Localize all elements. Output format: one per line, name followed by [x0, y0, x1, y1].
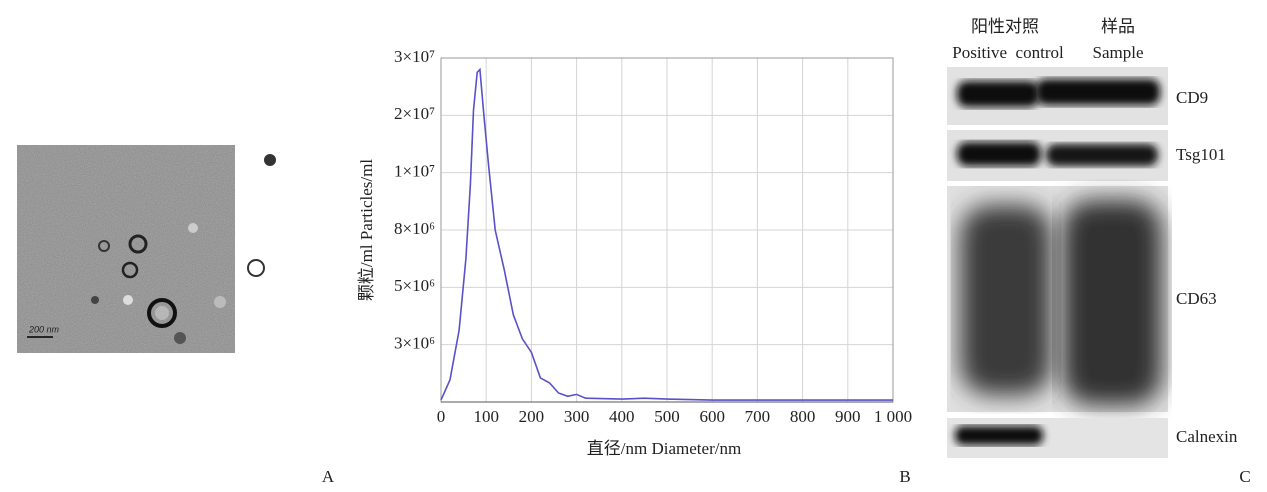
y-tick-label: 3×10⁷ — [394, 47, 435, 66]
band-label: CD9 — [1176, 88, 1208, 107]
column-label: 阳性对照 — [971, 17, 1039, 36]
column-label: Sample — [1093, 43, 1144, 62]
band-label: Calnexin — [1176, 427, 1238, 446]
column-label: 样品 — [1101, 17, 1135, 36]
data-line — [440, 67, 893, 401]
band-label: CD63 — [1176, 289, 1217, 308]
y-tick-label: 2×10⁷ — [394, 104, 435, 123]
x-axis-label: 直径/nm Diameter/nm — [587, 439, 741, 458]
x-tick-label: 800 — [790, 407, 816, 426]
panel-label: B — [899, 467, 910, 486]
x-tick-label: 500 — [654, 407, 680, 426]
x-tick-label: 300 — [564, 407, 590, 426]
x-tick-label: 400 — [609, 407, 635, 426]
x-tick-label: 100 — [473, 407, 499, 426]
band-label: Tsg101 — [1176, 145, 1226, 164]
y-tick-label: 3×10⁶ — [394, 334, 435, 353]
y-tick-label: 8×10⁶ — [394, 219, 435, 238]
x-tick-label: 0 — [437, 407, 446, 426]
y-axis-label: 颗粒/ml Particles/ml — [357, 159, 376, 301]
y-tick-label: 5×10⁶ — [394, 276, 435, 295]
x-tick-label: 200 — [519, 407, 545, 426]
panel-label: C — [1239, 467, 1250, 486]
x-tick-label: 900 — [835, 407, 861, 426]
x-tick-label: 700 — [745, 407, 771, 426]
panel-label: A — [322, 467, 335, 486]
x-tick-label: 600 — [699, 407, 725, 426]
scale-bar-label: 200 nm — [28, 324, 60, 334]
tem-image: 200 nm — [17, 145, 276, 353]
x-tick-label: 1 000 — [874, 407, 912, 426]
y-tick-label: 1×10⁷ — [394, 162, 435, 181]
column-label: Positive control — [952, 43, 1064, 62]
western-blot: 阳性对照 样品 Positive control Sample CD9 Tsg1… — [947, 17, 1238, 458]
